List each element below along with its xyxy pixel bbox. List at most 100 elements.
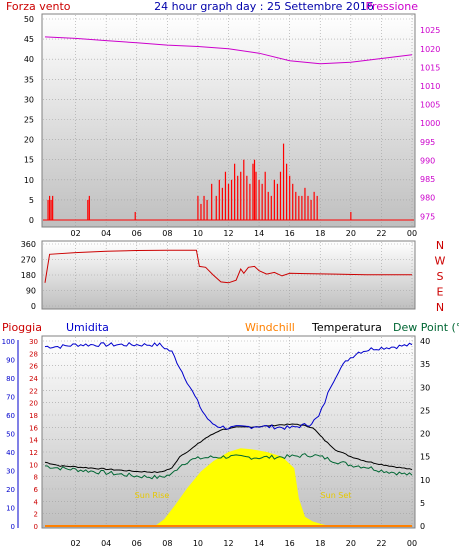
rain-tick-label: 26 — [29, 363, 38, 371]
time-tick-label: 06 — [132, 539, 142, 548]
humidity-tick-label: 60 — [6, 412, 15, 420]
time-tick-label: 04 — [101, 229, 111, 238]
wind-tick-label: 45 — [24, 35, 34, 44]
rain-tick-label: 30 — [29, 338, 38, 346]
temperature-tick-label: 5 — [420, 499, 425, 508]
rain-tick-label: 24 — [29, 375, 38, 383]
time-tick-label: 00 — [407, 539, 417, 548]
time-tick-label: 02 — [70, 229, 80, 238]
wind-direction-line — [44, 249, 412, 284]
direction-tick-label: 0 — [31, 302, 36, 311]
time-tick-label: 16 — [285, 229, 295, 238]
time-tick-label: 16 — [285, 539, 295, 548]
legend-temperature: Temperatura — [311, 321, 382, 334]
humidity-tick-label: 40 — [6, 449, 15, 457]
humidity-tick-label: 80 — [6, 375, 15, 383]
humidity-line — [44, 341, 413, 430]
compass-letter: S — [437, 270, 444, 283]
pressure-line — [44, 36, 413, 65]
humidity-tick-label: 70 — [6, 394, 15, 402]
solar-area — [155, 448, 330, 526]
time-tick-label: 10 — [193, 229, 203, 238]
wind-speed-tick-labels: 0 5 10 15 20 25 30 35 40 45 50 — [24, 15, 34, 225]
temperature-tick-label: 40 — [420, 337, 430, 346]
time-tick-label: 02 — [70, 539, 80, 548]
pressure-tick-label: 975 — [420, 212, 435, 221]
temperature-time-labels: 02 04 06 08 10 12 14 16 18 20 22 00 — [70, 539, 417, 548]
pressure-tick-label: 1020 — [420, 45, 440, 54]
time-tick-label: 14 — [254, 539, 264, 548]
rain-tick-label: 2 — [34, 511, 38, 519]
compass-letter: N — [436, 239, 444, 252]
wind-axis-title: Forza vento — [6, 0, 71, 13]
pressure-tick-label: 990 — [420, 156, 435, 165]
time-tick-label: 08 — [162, 539, 172, 548]
wind-tick-label: 35 — [24, 75, 34, 84]
pressure-tick-label: 980 — [420, 194, 435, 203]
pressure-tick-label: 995 — [420, 138, 435, 147]
humidity-tick-label: 90 — [6, 357, 15, 365]
pressure-tick-label: 1015 — [420, 63, 440, 72]
legend-windchill: Windchill — [245, 321, 295, 334]
rain-tick-label: 14 — [29, 437, 38, 445]
time-tick-label: 18 — [315, 229, 325, 238]
rain-tick-label: 10 — [29, 461, 38, 469]
wind-direction-grid — [43, 242, 414, 308]
wind-tick-label: 20 — [24, 136, 34, 145]
rain-tick-label: 0 — [34, 523, 38, 531]
rain-tick-label: 28 — [29, 350, 38, 358]
wind-pressure-time-labels: 02 04 06 08 10 12 14 16 18 20 22 00 — [70, 229, 417, 238]
time-tick-label: 10 — [193, 539, 203, 548]
humidity-tick-label: 30 — [6, 468, 15, 476]
pressure-tick-label: 985 — [420, 175, 435, 184]
sunset-label: Sun Set — [321, 491, 352, 500]
time-tick-label: 06 — [132, 229, 142, 238]
chart-title: 24 hour graph day : 25 Settembre 2016 — [154, 0, 374, 13]
time-tick-label: 00 — [407, 229, 417, 238]
time-tick-label: 20 — [346, 229, 356, 238]
temperature-tick-label: 30 — [420, 383, 430, 392]
direction-tick-label: 90 — [26, 287, 36, 296]
wind-tick-label: 25 — [24, 116, 34, 125]
pressure-tick-label: 1005 — [420, 101, 440, 110]
temperature-tick-label: 35 — [420, 360, 430, 369]
rain-tick-label: 12 — [29, 449, 38, 457]
time-tick-label: 22 — [376, 229, 386, 238]
time-tick-label: 14 — [254, 229, 264, 238]
temperature-tick-label: 25 — [420, 406, 430, 415]
legend-rain: Pioggia — [2, 321, 42, 334]
pressure-tick-label: 1010 — [420, 82, 440, 91]
dewpoint-line — [44, 453, 413, 480]
temperature-tick-label: 15 — [420, 453, 430, 462]
time-tick-label: 12 — [223, 229, 233, 238]
temperature-tick-labels: 0 5 10 15 20 25 30 35 40 — [420, 337, 430, 531]
humidity-tick-labels: 0 10 20 30 40 50 60 70 80 90 100 — [2, 338, 15, 531]
rain-tick-label: 4 — [34, 498, 39, 506]
rain-tick-label: 6 — [34, 486, 39, 494]
pressure-tick-labels: 975 980 985 990 995 1000 1005 1010 1015 1020 1025 — [420, 26, 440, 221]
rain-tick-label: 22 — [29, 387, 38, 395]
compass-letter: W — [435, 255, 446, 268]
rain-tick-label: 18 — [29, 412, 38, 420]
legend-humidity: Umidita — [66, 321, 109, 334]
rain-tick-label: 20 — [29, 400, 38, 408]
direction-tick-label: 360 — [21, 240, 36, 249]
wind-tick-label: 40 — [24, 55, 34, 64]
temperature-grid — [43, 337, 414, 527]
pressure-axis-title: Pressione — [366, 0, 419, 13]
humidity-tick-label: 20 — [6, 486, 15, 494]
wind-tick-label: 10 — [24, 176, 34, 185]
direction-tick-label: 270 — [21, 256, 36, 265]
wind-tick-label: 5 — [29, 196, 34, 205]
temperature-tick-label: 20 — [420, 430, 430, 439]
wind-direction-tick-labels: 0 90 180 270 360 — [21, 240, 36, 311]
time-tick-label: 18 — [315, 539, 325, 548]
time-tick-label: 04 — [101, 539, 111, 548]
rain-tick-label: 16 — [29, 424, 38, 432]
direction-tick-label: 180 — [21, 271, 36, 280]
wind-tick-label: 30 — [24, 95, 34, 104]
compass-letter: E — [437, 286, 444, 299]
time-tick-label: 08 — [162, 229, 172, 238]
pressure-tick-label: 1025 — [420, 26, 440, 35]
